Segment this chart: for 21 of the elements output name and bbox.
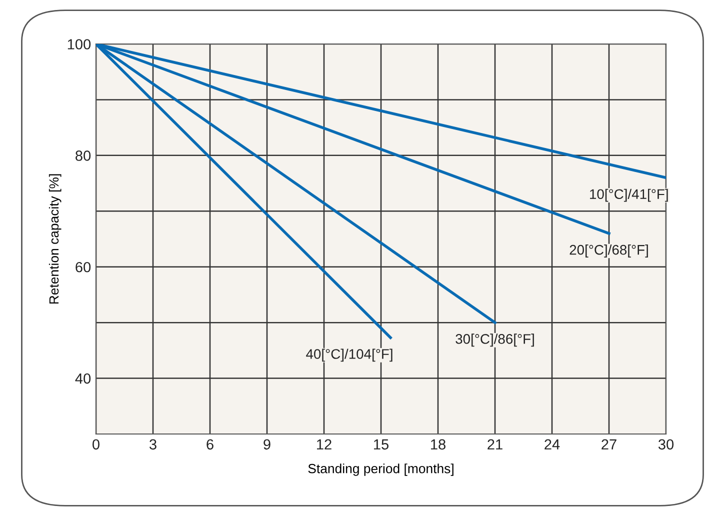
x-tick-label: 3 — [150, 439, 156, 450]
annotation: 20[°C]/68[°F] — [570, 244, 648, 258]
annotation: 10[°C]/41[°F] — [590, 188, 668, 202]
y-tick-label: 40 — [75, 373, 91, 384]
y-tick-label: 80 — [76, 150, 91, 161]
x-axis-title: Standing period [months] — [308, 464, 454, 476]
y-tick-label: 60 — [76, 262, 91, 272]
annotation: 30[°C]/86[°F] — [456, 334, 534, 347]
x-tick-label: 12 — [317, 439, 332, 450]
x-tick-label: 6 — [206, 439, 214, 450]
annotation: 40[°C]/104[°F] — [306, 348, 392, 362]
y-tick-label: 100 — [68, 39, 91, 50]
x-tick-label: 9 — [264, 439, 270, 450]
x-tick-label: 27 — [602, 439, 616, 450]
x-tick-label: 24 — [544, 439, 560, 450]
x-tick-label: 18 — [431, 439, 446, 450]
x-tick-label: 15 — [374, 439, 388, 450]
x-tick-label: 0 — [92, 439, 100, 450]
x-tick-label: 21 — [488, 439, 502, 450]
y-axis-title: Retention capacity [%] — [48, 174, 62, 304]
x-tick-label: 30 — [658, 439, 674, 450]
